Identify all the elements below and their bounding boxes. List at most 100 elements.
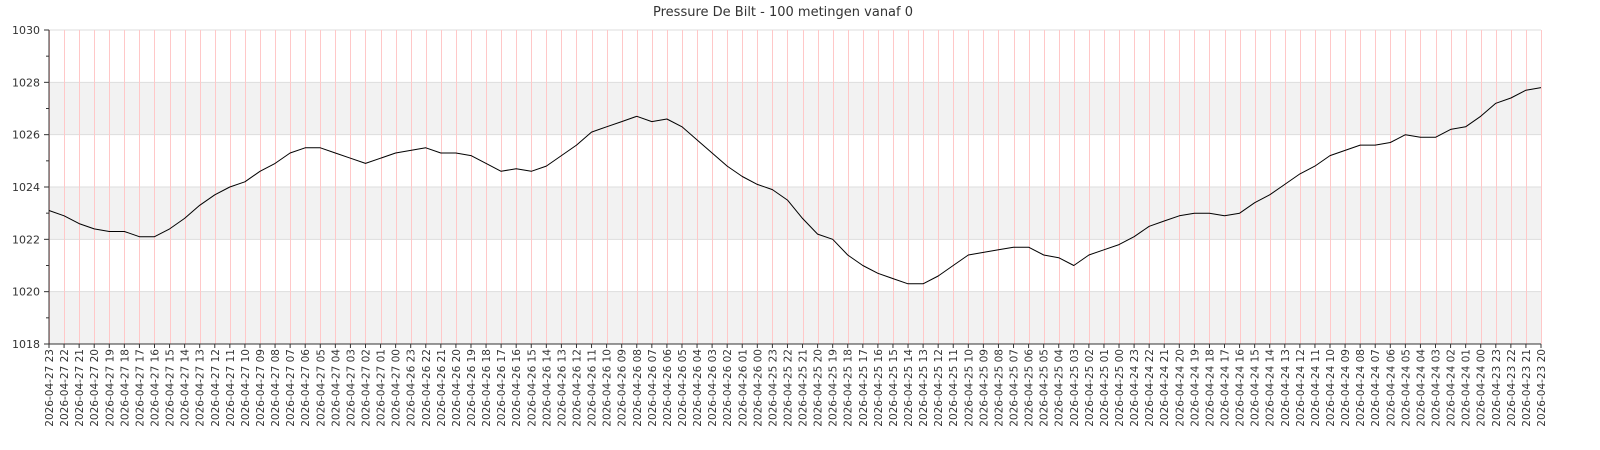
x-tick-label: 2026-04-25 20 [813, 349, 825, 427]
x-tick-label: 2026-04-27 13 [195, 349, 207, 427]
x-tick-label: 2026-04-23 23 [1491, 349, 1503, 427]
x-tick-label: 2026-04-27 22 [59, 349, 71, 427]
x-tick-label: 2026-04-26 07 [647, 349, 659, 427]
x-tick-label: 2026-04-24 20 [1174, 349, 1186, 427]
vertical-grid [49, 30, 1542, 344]
x-tick-label: 2026-04-25 19 [828, 349, 840, 427]
x-tick-label: 2026-04-26 02 [722, 349, 734, 427]
x-tick-label: 2026-04-26 23 [406, 349, 418, 427]
x-tick-label: 2026-04-26 03 [707, 349, 719, 427]
y-tick-label: 1018 [12, 338, 40, 351]
x-tick-label: 2026-04-24 13 [1280, 349, 1292, 427]
x-tick-label: 2026-04-25 16 [873, 349, 885, 427]
x-tick-label: 2026-04-26 05 [677, 349, 689, 427]
x-tick-label: 2026-04-24 08 [1355, 349, 1367, 427]
x-tick-label: 2026-04-26 21 [436, 349, 448, 427]
x-tick-label: 2026-04-24 04 [1415, 349, 1427, 427]
y-band [49, 291, 1541, 344]
x-tick-label: 2026-04-27 09 [255, 349, 267, 427]
x-tick-label: 2026-04-27 20 [89, 349, 101, 427]
x-tick-label: 2026-04-25 07 [1009, 349, 1021, 427]
x-tick-label: 2026-04-26 08 [632, 349, 644, 427]
x-tick-label: 2026-04-26 18 [481, 349, 493, 427]
x-tick-label: 2026-04-27 10 [240, 349, 252, 427]
x-tick-label: 2026-04-25 05 [1039, 349, 1051, 427]
x-tick-label: 2026-04-24 07 [1370, 349, 1382, 427]
series-layer [48, 87, 1542, 285]
y-bands [49, 30, 1541, 344]
x-tick-label: 2026-04-26 00 [752, 349, 764, 427]
x-tick-label: 2026-04-26 12 [571, 349, 583, 427]
x-tick-label: 2026-04-27 04 [330, 349, 342, 427]
x-tick-label: 2026-04-27 23 [44, 349, 56, 427]
x-tick-label: 2026-04-27 00 [391, 349, 403, 427]
x-tick-label: 2026-04-24 01 [1461, 349, 1473, 427]
x-tick-label: 2026-04-26 22 [421, 349, 433, 427]
x-tick-label: 2026-04-27 18 [119, 349, 131, 427]
x-tick-label: 2026-04-27 01 [376, 349, 388, 427]
x-tick-label: 2026-04-26 20 [451, 349, 463, 427]
x-tick-label: 2026-04-27 15 [165, 349, 177, 427]
x-tick-label: 2026-04-25 01 [1099, 349, 1111, 427]
x-tick-label: 2026-04-27 12 [210, 349, 222, 427]
x-tick-label: 2026-04-25 06 [1024, 349, 1036, 427]
x-tick-label: 2026-04-25 17 [858, 349, 870, 427]
x-tick-label: 2026-04-25 03 [1069, 349, 1081, 427]
x-tick-label: 2026-04-25 14 [903, 349, 915, 427]
y-tick-label: 1020 [12, 286, 40, 299]
x-tick-label: 2026-04-27 19 [104, 349, 116, 427]
x-tick-label: 2026-04-25 18 [843, 349, 855, 427]
y-band [49, 239, 1541, 292]
x-tick-label: 2026-04-26 11 [587, 349, 599, 427]
x-tick-label: 2026-04-27 14 [180, 349, 192, 427]
y-band [49, 30, 1541, 83]
x-tick-label: 2026-04-25 02 [1084, 349, 1096, 427]
x-tick-label: 2026-04-26 17 [496, 349, 508, 427]
x-tick-label: 2026-04-24 22 [1144, 349, 1156, 427]
x-tick-label: 2026-04-24 14 [1265, 349, 1277, 427]
x-tick-label: 2026-04-24 17 [1220, 349, 1232, 427]
x-tick-label: 2026-04-27 02 [360, 349, 372, 427]
x-tick-label: 2026-04-25 11 [948, 349, 960, 427]
x-tick-label: 2026-04-25 04 [1054, 349, 1066, 427]
x-tick-label: 2026-04-26 06 [662, 349, 674, 427]
x-axis-ticks: 2026-04-27 23 2026-04-27 22 2026-04-27 21 2… [44, 344, 1548, 427]
x-tick-label: 2026-04-24 09 [1340, 349, 1352, 427]
y-tick-label: 1026 [12, 129, 40, 142]
x-tick-label: 2026-04-24 11 [1310, 349, 1322, 427]
y-band [49, 134, 1541, 187]
x-tick-label: 2026-04-27 16 [149, 349, 161, 427]
x-tick-label: 2026-04-27 06 [300, 349, 312, 427]
x-tick-label: 2026-04-24 15 [1250, 349, 1262, 427]
x-tick-label: 2026-04-23 20 [1536, 349, 1548, 427]
x-tick-label: 2026-04-27 07 [285, 349, 297, 427]
x-tick-label: 2026-04-24 23 [1129, 349, 1141, 427]
pressure-line [48, 87, 1542, 285]
x-tick-label: 2026-04-24 16 [1235, 349, 1247, 427]
chart-title: Pressure De Bilt - 100 metingen vanaf 0 [653, 5, 913, 20]
x-tick-label: 2026-04-26 19 [466, 349, 478, 427]
x-tick-label: 2026-04-24 19 [1189, 349, 1201, 427]
x-tick-label: 2026-04-24 21 [1159, 349, 1171, 427]
x-tick-label: 2026-04-26 09 [617, 349, 629, 427]
x-tick-label: 2026-04-23 22 [1506, 349, 1518, 427]
x-tick-label: 2026-04-24 10 [1325, 349, 1337, 427]
x-tick-label: 2026-04-25 13 [918, 349, 930, 427]
x-tick-label: 2026-04-26 04 [692, 349, 704, 427]
x-tick-label: 2026-04-25 23 [767, 349, 779, 427]
x-tick-label: 2026-04-25 10 [963, 349, 975, 427]
x-tick-label: 2026-04-24 12 [1295, 349, 1307, 427]
x-tick-label: 2026-04-25 22 [782, 349, 794, 427]
x-tick-label: 2026-04-24 00 [1476, 349, 1488, 427]
x-tick-label: 2026-04-26 14 [541, 349, 553, 427]
x-tick-label: 2026-04-26 01 [737, 349, 749, 427]
y-tick-label: 1024 [12, 181, 40, 194]
x-tick-label: 2026-04-25 12 [933, 349, 945, 427]
x-tick-label: 2026-04-25 00 [1114, 349, 1126, 427]
x-tick-label: 2026-04-24 05 [1400, 349, 1412, 427]
x-tick-label: 2026-04-25 21 [798, 349, 810, 427]
x-tick-label: 2026-04-25 15 [888, 349, 900, 427]
y-tick-label: 1030 [12, 24, 40, 37]
x-tick-label: 2026-04-25 08 [993, 349, 1005, 427]
